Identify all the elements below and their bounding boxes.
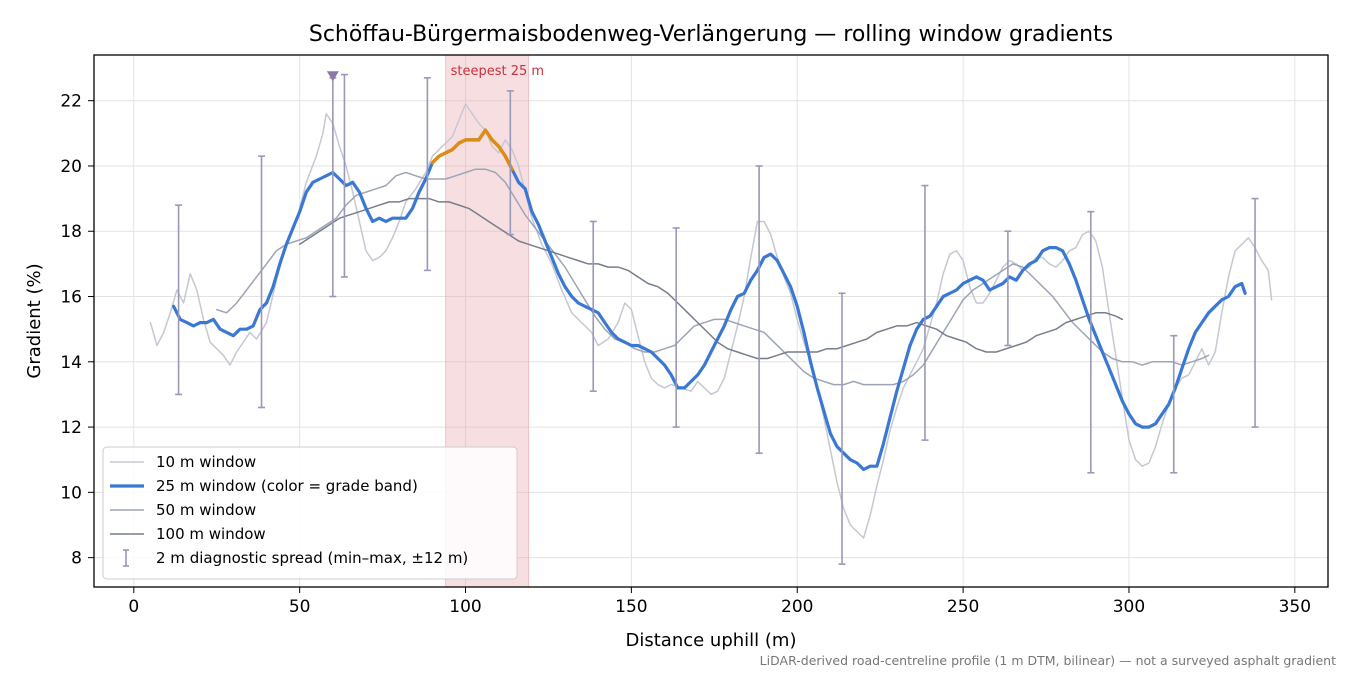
legend: 10 m window 25 m window (color = grade ba… (102, 446, 518, 580)
x-tick-label: 150 (615, 597, 647, 617)
y-tick-label: 14 (60, 353, 82, 373)
series-line-100m (298, 197, 1124, 360)
errorbar-group (175, 73, 1259, 565)
legend-box (102, 446, 518, 580)
plot-frame (93, 54, 1329, 588)
y-tick-label: 12 (60, 418, 82, 438)
x-tick-label: 300 (1113, 597, 1145, 617)
x-tick-label: 100 (449, 597, 481, 617)
y-tick-label: 20 (60, 157, 82, 177)
series-line-25m-steep (430, 128, 514, 171)
y-tick-label: 18 (60, 222, 82, 242)
y-tick-label: 22 (60, 92, 82, 112)
legend-label: 50 m window (156, 501, 256, 519)
x-tick-label: 50 (289, 597, 311, 617)
x-axis-ticks: 0 50 100 150 200 250 300 350 (128, 587, 1311, 617)
series-line-25m (172, 128, 1247, 472)
y-axis-ticks: 8 10 12 14 16 18 20 22 (60, 92, 94, 569)
y-tick-label: 8 (71, 549, 82, 569)
steepest-label: steepest 25 m (451, 64, 544, 79)
x-axis-label: Distance uphill (m) (626, 630, 797, 651)
x-tick-label: 0 (128, 597, 139, 617)
legend-label: 100 m window (156, 525, 266, 543)
x-tick-label: 200 (781, 597, 813, 617)
peak-marker-icon (326, 71, 339, 82)
legend-label: 25 m window (color = grade band) (156, 477, 418, 495)
legend-label: 10 m window (156, 453, 256, 471)
peak-marker-group (326, 71, 339, 82)
legend-label: 2 m diagnostic spread (min–max, ±12 m) (156, 549, 468, 567)
y-axis-label: Gradient (%) (24, 263, 45, 378)
y-tick-label: 16 (60, 288, 82, 308)
y-tick-label: 10 (60, 483, 82, 503)
series-line-50m (215, 168, 1210, 386)
x-tick-label: 350 (1279, 597, 1311, 617)
x-tick-label: 250 (947, 597, 979, 617)
source-note: LiDAR-derived road-centreline profile (1… (760, 653, 1336, 668)
chart-title: Schöffau-Bürgermaisbodenweg-Verlängerung… (309, 22, 1113, 47)
